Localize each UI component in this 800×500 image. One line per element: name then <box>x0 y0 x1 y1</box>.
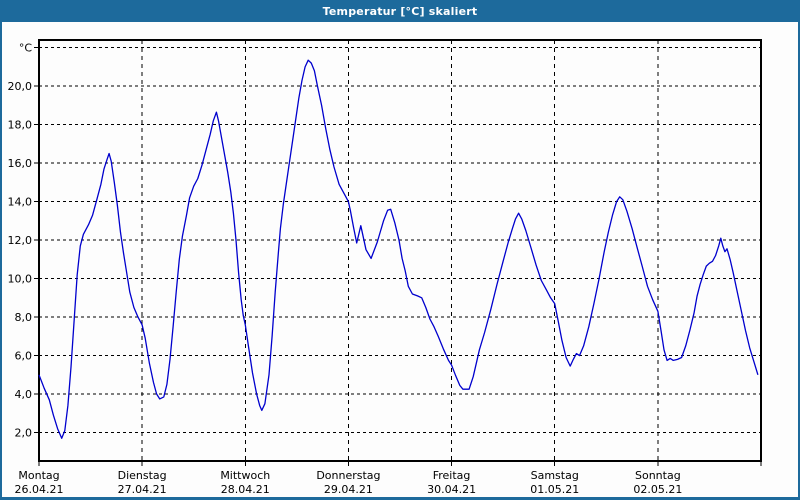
window-border-bottom <box>0 497 800 500</box>
x-axis-day-label: Sonntag <box>635 469 681 482</box>
temperature-line <box>38 59 759 439</box>
x-axis-date-label: 27.04.21 <box>118 483 167 496</box>
y-axis-tick-label: 20,0 <box>8 80 33 93</box>
y-axis-tick-label: 10,0 <box>8 273 33 286</box>
y-axis-tick-label: 4,0 <box>15 388 33 401</box>
window-border-right <box>798 22 800 500</box>
x-axis-day-label: Mittwoch <box>220 469 270 482</box>
chart-title: Temperatur [°C] skaliert <box>322 4 478 18</box>
x-axis-date-label: 26.04.21 <box>15 483 64 496</box>
window-border-left <box>0 22 2 500</box>
plot-frame <box>38 39 762 462</box>
x-axis-date-label: 01.05.21 <box>530 483 579 496</box>
x-axis-date-label: 28.04.21 <box>221 483 270 496</box>
x-axis-day-label: Montag <box>18 469 59 482</box>
y-axis-tick-label: 8,0 <box>15 311 33 324</box>
title-bar: Temperatur [°C] skaliert <box>0 0 800 22</box>
y-axis-tick-label: 18,0 <box>8 119 33 132</box>
y-axis-tick-label: 12,0 <box>8 234 33 247</box>
y-axis-tick-label: 14,0 <box>8 196 33 209</box>
y-axis-tick-label: 16,0 <box>8 157 33 170</box>
x-axis-date-label: 29.04.21 <box>324 483 373 496</box>
x-axis-day-label: Donnerstag <box>316 469 380 482</box>
x-axis-day-label: Freitag <box>433 469 471 482</box>
x-axis-day-label: Dienstag <box>118 469 167 482</box>
y-axis-tick-label: °C <box>19 42 33 55</box>
x-axis-day-label: Samstag <box>531 469 579 482</box>
y-axis-tick-label: 2,0 <box>15 427 33 440</box>
x-axis-date-label: 30.04.21 <box>427 483 476 496</box>
x-axis-date-label: 02.05.21 <box>633 483 682 496</box>
y-axis-tick-label: 6,0 <box>15 350 33 363</box>
